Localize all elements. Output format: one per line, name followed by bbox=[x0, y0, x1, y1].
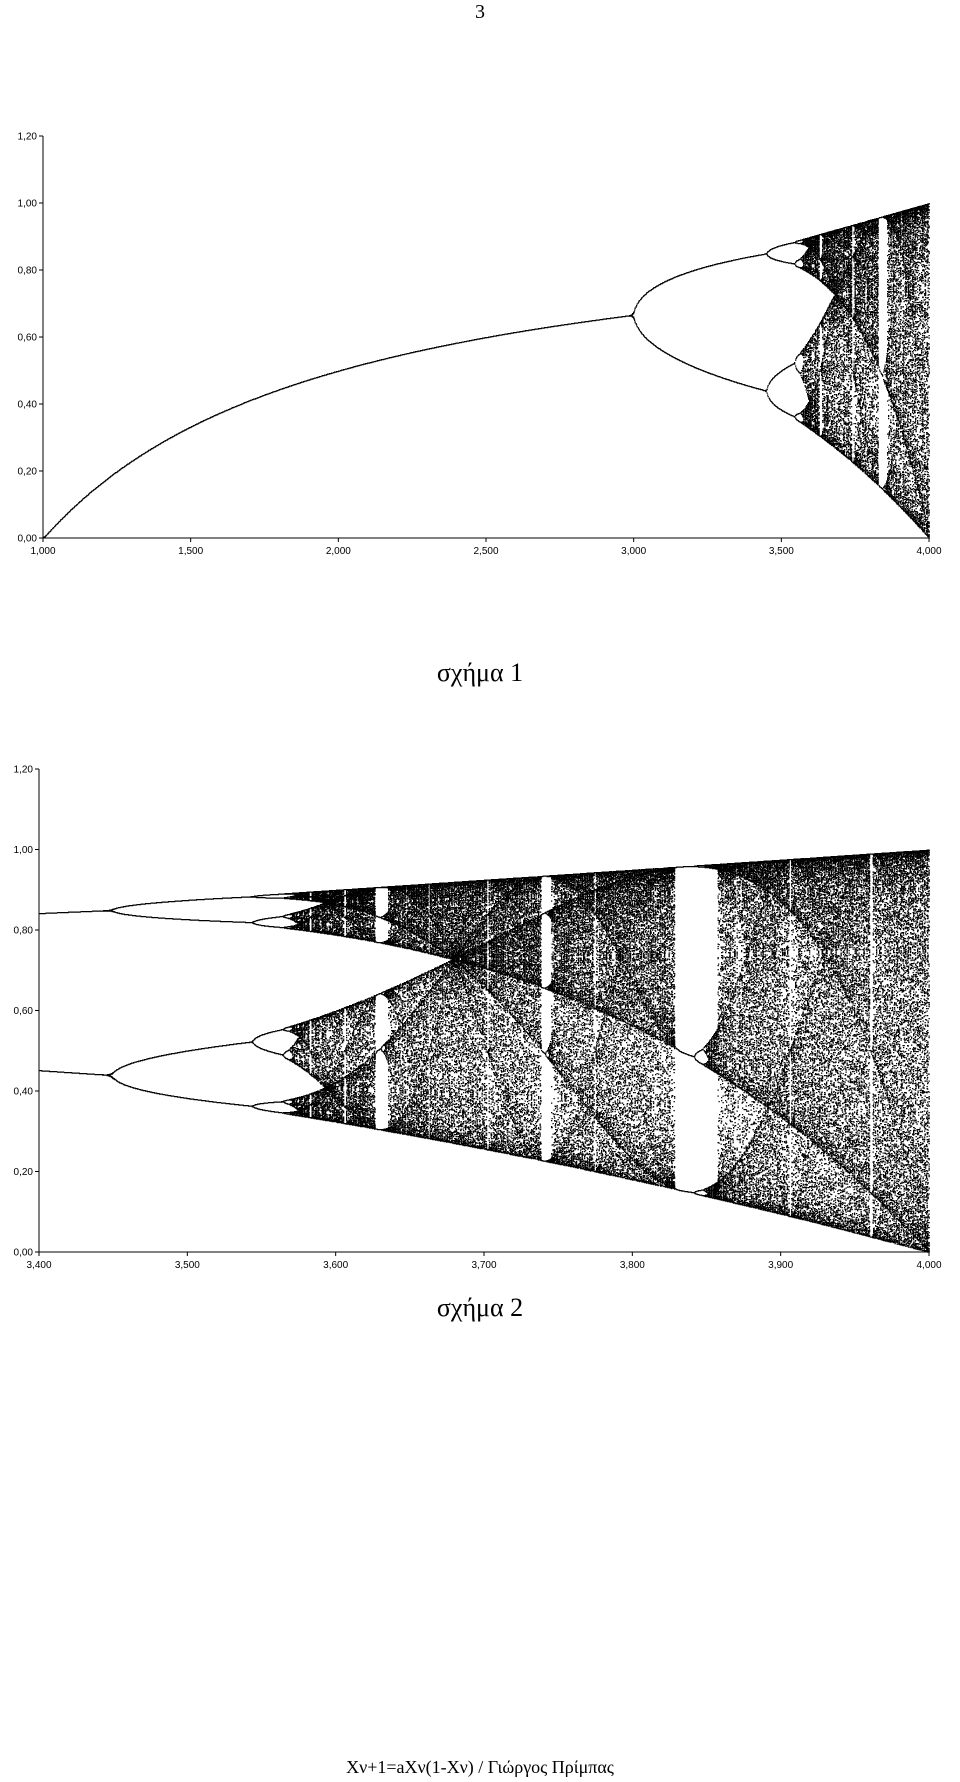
attractor-cloud-1 bbox=[43, 203, 930, 539]
y-tick-label-2: 0,00 bbox=[14, 1248, 34, 1259]
chart-figure-1: 0,00 0,20 0,40 0,60 0,80 1,00 1,20 1,000 1,500 2,… bbox=[18, 132, 942, 558]
y-tick-label-1: 1,20 bbox=[18, 132, 38, 143]
y-tick-label-2: 1,00 bbox=[14, 845, 34, 856]
chart-caption-2: σχήμα 2 bbox=[436, 1293, 524, 1322]
y-tick-label-2: 1,20 bbox=[14, 765, 34, 776]
x-tick-label-2: 3,500 bbox=[175, 1260, 200, 1271]
y-tick-label-2: 0,40 bbox=[14, 1087, 34, 1098]
x-tick-label-2: 3,800 bbox=[620, 1260, 645, 1271]
y-tick-label-1: 0,80 bbox=[18, 266, 38, 277]
y-tick-label-1: 0,60 bbox=[18, 333, 38, 344]
x-tick-label-1: 4,000 bbox=[916, 546, 941, 557]
y-tick-label-2: 0,60 bbox=[14, 1006, 34, 1017]
page-number: 3 bbox=[475, 1, 485, 23]
chart-caption-1: σχήμα 1 bbox=[436, 658, 524, 687]
attractor-points-2 bbox=[39, 849, 930, 1253]
x-tick-label-1: 2,500 bbox=[473, 546, 498, 557]
y-tick-label-1: 1,00 bbox=[18, 199, 38, 210]
x-tick-label-1: 1,000 bbox=[30, 546, 55, 557]
y-tick-label-1: 0,20 bbox=[18, 467, 38, 478]
x-tick-label-1: 1,500 bbox=[178, 546, 203, 557]
y-tick-label-1: 0,40 bbox=[18, 400, 38, 411]
x-tick-label-2: 3,400 bbox=[26, 1260, 51, 1271]
x-tick-label-2: 3,700 bbox=[471, 1260, 496, 1271]
x-tick-label-1: 3,500 bbox=[769, 546, 794, 557]
y-tick-label-2: 0,80 bbox=[14, 926, 34, 937]
x-tick-label-1: 2,000 bbox=[326, 546, 351, 557]
x-tick-label-1: 3,000 bbox=[621, 546, 646, 557]
y-tick-label-1: 0,00 bbox=[18, 534, 38, 545]
y-tick-label-2: 0,20 bbox=[14, 1167, 34, 1178]
page-footer: Xν+1=aXν(1-Xν) / Γιώργος Πρίμπας bbox=[346, 1757, 614, 1777]
x-tick-label-2: 4,000 bbox=[916, 1260, 941, 1271]
attractor-cloud-2 bbox=[39, 849, 930, 1253]
x-tick-label-2: 3,900 bbox=[768, 1260, 793, 1271]
x-tick-label-2: 3,600 bbox=[323, 1260, 348, 1271]
chart-figure-2: 0,00 0,20 0,40 0,60 0,80 1,00 1,20 3,400 3,500 3,… bbox=[14, 765, 942, 1272]
attractor-points-1 bbox=[43, 203, 930, 539]
